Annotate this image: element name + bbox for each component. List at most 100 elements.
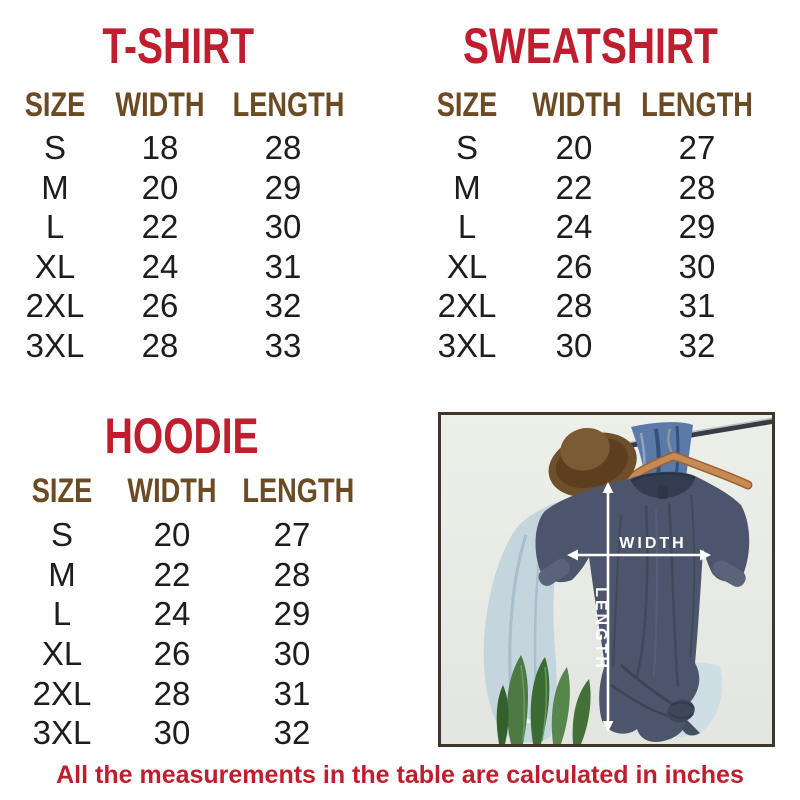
measurements-note: All the measurements in the table are ca… (56, 761, 744, 789)
length-cell: 29 (264, 168, 302, 206)
width-cell: 26 (141, 287, 179, 324)
size-cell: S (43, 129, 66, 166)
size-cell: XL (446, 247, 488, 285)
size-cell: 2XL (32, 674, 92, 712)
table-row: L 22 30 (10, 207, 346, 247)
table-row: 3XL 30 32 (412, 326, 768, 366)
size-cell: XL (41, 635, 83, 673)
tshirt-table-header-row: SIZE WIDTH LENGTH (10, 86, 346, 124)
hoodie-table-header-row: SIZE WIDTH LENGTH (10, 472, 354, 510)
table-row: 3XL 30 32 (10, 713, 354, 753)
length-cell: 27 (273, 516, 311, 553)
column-header-width: WIDTH (532, 86, 622, 124)
table-row: 2XL 28 31 (412, 286, 768, 326)
table-row: XL 26 30 (412, 247, 768, 287)
tshirt-size-table: T-SHIRT SIZE WIDTH LENGTH S 18 28 M 20 29 L 22 30 X… (10, 20, 346, 365)
width-cell: 28 (555, 287, 593, 324)
hoodie-table-body: S 20 27 M 22 28 L 24 29 XL 26 30 2XL 28 31 3XL 30 32 (10, 515, 354, 753)
table-row: 3XL 28 33 (10, 326, 346, 366)
width-cell: 28 (141, 326, 179, 364)
width-cell: 18 (141, 129, 179, 166)
length-cell: 27 (678, 129, 716, 166)
table-row: S 20 27 (412, 128, 768, 168)
hoodie-table-title-text: HOODIE (105, 408, 259, 464)
size-cell: XL (34, 247, 76, 285)
length-cell: 32 (678, 326, 716, 364)
width-cell: 24 (141, 247, 179, 285)
length-cell: 33 (264, 326, 302, 364)
size-cell: 3XL (32, 714, 92, 752)
width-cell: 26 (555, 247, 593, 285)
size-cell: M (41, 168, 69, 206)
length-cell: 32 (264, 287, 302, 324)
table-row: 2XL 28 31 (10, 674, 354, 714)
table-row: S 20 27 (10, 515, 354, 555)
size-cell: S (50, 516, 73, 553)
length-cell: 30 (678, 247, 716, 285)
size-cell: S (455, 129, 478, 166)
size-cell: 2XL (437, 287, 497, 324)
column-header-size: SIZE (31, 472, 93, 510)
sweatshirt-size-table: SWEATSHIRT SIZE WIDTH LENGTH S 20 27 M 22 28 L 24… (412, 20, 768, 365)
column-header-length: LENGTH (242, 472, 355, 510)
tshirt-table-title-text: T-SHIRT (102, 18, 254, 74)
column-header-length: LENGTH (641, 86, 753, 124)
hat-icon (548, 427, 637, 498)
table-row: XL 24 31 (10, 247, 346, 287)
measurement-photo-graphic: WIDTH LENGTH (441, 415, 773, 744)
table-row: M 20 29 (10, 168, 346, 208)
table-row: 2XL 26 32 (10, 286, 346, 326)
column-header-width: WIDTH (115, 86, 205, 124)
width-cell: 30 (555, 326, 593, 364)
size-cell: M (48, 555, 76, 593)
size-cell: L (45, 208, 65, 245)
width-cell: 20 (555, 129, 593, 166)
size-cell: 3XL (25, 326, 85, 364)
width-arrow (567, 549, 711, 561)
length-cell: 31 (678, 287, 716, 324)
tshirt-graphic (535, 471, 750, 742)
column-header-length: LENGTH (232, 86, 345, 124)
size-cell: L (457, 208, 477, 245)
length-cell: 30 (273, 635, 311, 673)
length-cell: 30 (264, 208, 302, 245)
width-cell: 30 (153, 714, 191, 752)
length-label: LENGTH (592, 587, 609, 671)
length-cell: 31 (273, 674, 311, 712)
width-cell: 22 (141, 208, 179, 245)
column-header-size: SIZE (436, 86, 498, 124)
size-cell: M (453, 168, 481, 206)
width-cell: 26 (153, 635, 191, 673)
size-cell: L (52, 595, 72, 633)
width-label: WIDTH (619, 535, 686, 552)
hoodie-table-title: HOODIE (10, 410, 354, 462)
size-cell: 3XL (437, 326, 497, 364)
table-row: L 24 29 (10, 594, 354, 634)
tshirt-table-body: S 18 28 M 20 29 L 22 30 XL 24 31 2XL 26 32 3XL 28 33 (10, 128, 346, 365)
length-cell: 29 (273, 595, 311, 633)
column-header-size: SIZE (24, 86, 86, 124)
width-cell: 28 (153, 674, 191, 712)
sweatshirt-table-body: S 20 27 M 22 28 L 24 29 XL 26 30 2XL 28 31 3XL 30 32 (412, 128, 768, 365)
size-cell: 2XL (25, 287, 85, 324)
length-cell: 28 (264, 129, 302, 166)
sweatshirt-table-title-text: SWEATSHIRT (462, 18, 718, 74)
tshirt-table-title: T-SHIRT (10, 20, 346, 72)
column-header-width: WIDTH (127, 472, 217, 510)
length-cell: 28 (678, 168, 716, 206)
measurement-photo: WIDTH LENGTH (438, 412, 775, 747)
length-cell: 29 (678, 208, 716, 245)
width-cell: 20 (153, 516, 191, 553)
table-row: M 22 28 (412, 168, 768, 208)
length-arrow (602, 482, 614, 732)
sweatshirt-table-title: SWEATSHIRT (412, 20, 768, 72)
table-row: M 22 28 (10, 555, 354, 595)
length-cell: 31 (264, 247, 302, 285)
length-cell: 32 (273, 714, 311, 752)
sweatshirt-table-header-row: SIZE WIDTH LENGTH (412, 86, 768, 124)
hoodie-size-table: HOODIE SIZE WIDTH LENGTH S 20 27 M 22 28 L 24 29 XL… (10, 410, 354, 753)
plant-icon (496, 655, 591, 744)
width-cell: 22 (555, 168, 593, 206)
width-cell: 20 (141, 168, 179, 206)
length-cell: 28 (273, 555, 311, 593)
